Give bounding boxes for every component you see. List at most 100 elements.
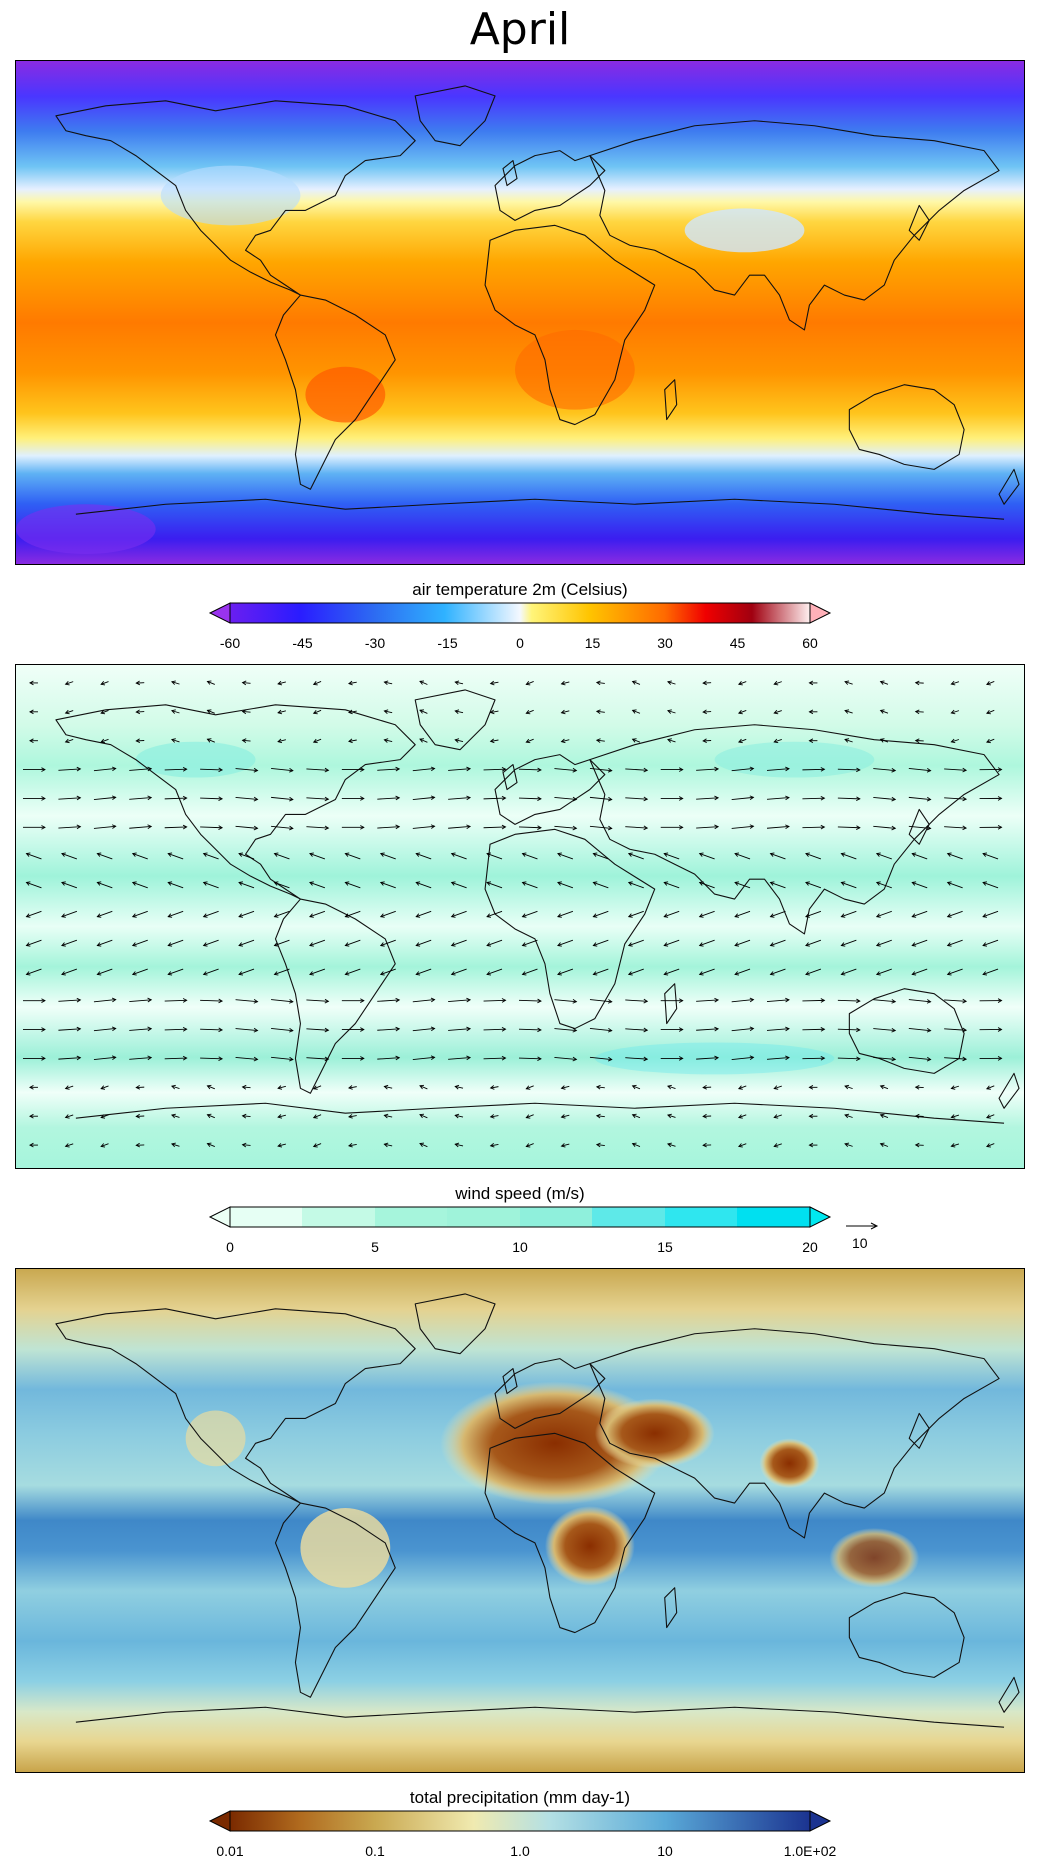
wind-vector xyxy=(986,738,995,743)
page-title: April xyxy=(469,4,571,55)
wind-vector-head xyxy=(111,1055,117,1060)
wind-vector-head xyxy=(962,767,968,773)
wind-vector xyxy=(207,709,215,714)
wind-vector xyxy=(377,1028,400,1031)
wind-vector-head xyxy=(737,738,743,744)
wind-vector xyxy=(841,910,857,918)
wind-vector-head xyxy=(171,1142,176,1148)
wind-vector-head xyxy=(737,1143,743,1148)
wind-vector xyxy=(483,1057,506,1060)
wind-vector xyxy=(837,999,860,1002)
wind-vector-head xyxy=(557,852,562,857)
wind-vector xyxy=(490,1143,499,1147)
wind-vector-head xyxy=(714,1026,720,1032)
colorbar-tick-label: 10 xyxy=(657,1843,673,1859)
wind-vector xyxy=(986,1143,995,1148)
wind-vector-head xyxy=(537,796,542,802)
wind-vector xyxy=(455,710,464,714)
wind-vector-head xyxy=(997,824,1003,830)
wind-vector-head xyxy=(946,942,952,947)
wind-vector xyxy=(873,999,896,1003)
wind-vector xyxy=(667,739,676,743)
wind-vector xyxy=(986,709,995,714)
wind-vector-head xyxy=(521,913,527,918)
wind-vector-head xyxy=(466,997,472,1003)
wind-vector xyxy=(561,710,570,714)
wind-vector xyxy=(770,968,786,975)
wind-vector xyxy=(731,768,754,772)
wind-vector xyxy=(873,1056,896,1060)
wind-vector-head xyxy=(986,681,991,686)
wind-vector xyxy=(384,1114,393,1118)
wind-vector xyxy=(448,1057,471,1060)
wind-vector xyxy=(271,825,293,829)
wind-vector xyxy=(313,1085,322,1090)
wind-vector-head xyxy=(29,680,34,686)
wind-vector-head xyxy=(678,767,684,772)
wind-vector-head xyxy=(737,1085,743,1090)
wind-vector-head xyxy=(29,1085,34,1090)
wind-vector xyxy=(451,882,467,889)
wind-vector-head xyxy=(875,881,881,886)
wind-vector-head xyxy=(631,1113,637,1119)
wind-vector xyxy=(982,910,999,918)
wind-vector xyxy=(526,738,534,743)
wind-vector xyxy=(696,1057,719,1060)
wind-vector-head xyxy=(241,738,247,743)
wind-vector-head xyxy=(737,681,743,686)
wind-vector xyxy=(908,1028,931,1032)
wind-vector xyxy=(770,939,786,947)
wind-vector-head xyxy=(379,881,385,886)
wind-vector xyxy=(561,739,570,743)
wind-vector xyxy=(242,1144,251,1146)
wind-vector-head xyxy=(678,998,684,1003)
wind-vector-head xyxy=(430,824,436,829)
wind-vector xyxy=(844,1143,853,1147)
wind-vector xyxy=(596,1144,605,1147)
wind-vector xyxy=(628,939,644,947)
wind-vector xyxy=(483,797,506,800)
wind-vector-head xyxy=(289,1056,294,1062)
wind-vector-head xyxy=(572,767,578,773)
wind-vector xyxy=(518,797,541,800)
wind-vector-head xyxy=(489,738,495,744)
temperature-colorbar xyxy=(208,602,832,624)
colorbar-tick-label: 0 xyxy=(226,1239,234,1255)
wind-vector xyxy=(448,999,471,1003)
wind-vector-head xyxy=(218,825,224,830)
wind-vector xyxy=(97,939,113,947)
wind-vector-head xyxy=(667,1142,672,1148)
wind-vector xyxy=(61,968,78,975)
wind-vector xyxy=(490,739,499,742)
wind-vector xyxy=(238,968,255,975)
wind-vector-head xyxy=(253,796,259,802)
wind-vector-head xyxy=(950,1085,956,1090)
wind-vector xyxy=(235,1028,258,1031)
wind-vector xyxy=(483,999,506,1002)
wind-vector-head xyxy=(273,852,279,857)
wind-vector-head xyxy=(946,971,952,976)
wind-vector-head xyxy=(820,998,826,1003)
wind-vector-head xyxy=(76,1026,82,1032)
wind-vector-head xyxy=(131,881,137,886)
wind-vector-head xyxy=(627,852,633,857)
wind-vector-head xyxy=(607,796,613,802)
wind-vector xyxy=(207,738,215,743)
wind-vector xyxy=(770,910,786,918)
wind-vector-head xyxy=(218,998,224,1004)
wind-vector-head xyxy=(312,1143,318,1148)
wind-vector-head xyxy=(808,1085,814,1090)
wind-vector-head xyxy=(595,738,601,743)
wind-vector-head xyxy=(96,852,102,857)
wind-vector xyxy=(345,968,361,975)
wind-vector xyxy=(412,796,435,801)
wind-vector-head xyxy=(395,1026,401,1032)
wind-vector xyxy=(200,1028,223,1031)
wind-vector xyxy=(526,1114,534,1119)
wind-vector-head xyxy=(218,796,224,802)
wind-vector-head xyxy=(891,796,897,802)
wind-vector-head xyxy=(395,766,401,772)
wind-vector-head xyxy=(950,680,956,686)
wind-vector xyxy=(664,882,680,889)
wind-vector-head xyxy=(820,795,826,801)
